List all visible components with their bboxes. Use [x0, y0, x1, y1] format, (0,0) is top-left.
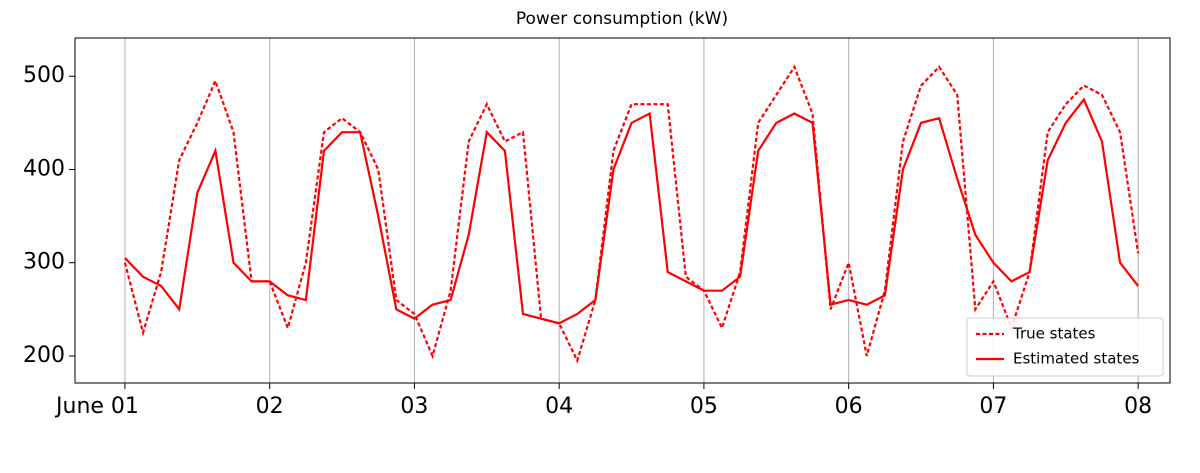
legend: True states Estimated states	[966, 317, 1164, 377]
y-tick-label: 300	[23, 250, 65, 275]
y-tick-label: 200	[23, 343, 65, 368]
x-tick-label: 07	[979, 394, 1007, 419]
x-tick-label: 05	[690, 394, 718, 419]
plot-frame	[74, 37, 1171, 384]
series-line	[123, 64, 1140, 364]
x-tick-label: 02	[256, 394, 284, 419]
x-tick-label: 03	[400, 394, 428, 419]
series-line	[124, 97, 1140, 325]
x-tick-label: 06	[835, 394, 863, 419]
x-tick-label: 08	[1124, 394, 1152, 419]
y-tick-label: 500	[23, 63, 65, 88]
legend-label: True states	[1012, 325, 1096, 343]
x-tick-label: 04	[545, 394, 573, 419]
legend-box	[966, 317, 1164, 377]
x-tick-label: June 01	[54, 394, 139, 419]
chart-title: Power consumption (kW)	[516, 9, 728, 29]
legend-label: Estimated states	[1013, 350, 1140, 368]
y-tick-label: 400	[23, 156, 65, 181]
